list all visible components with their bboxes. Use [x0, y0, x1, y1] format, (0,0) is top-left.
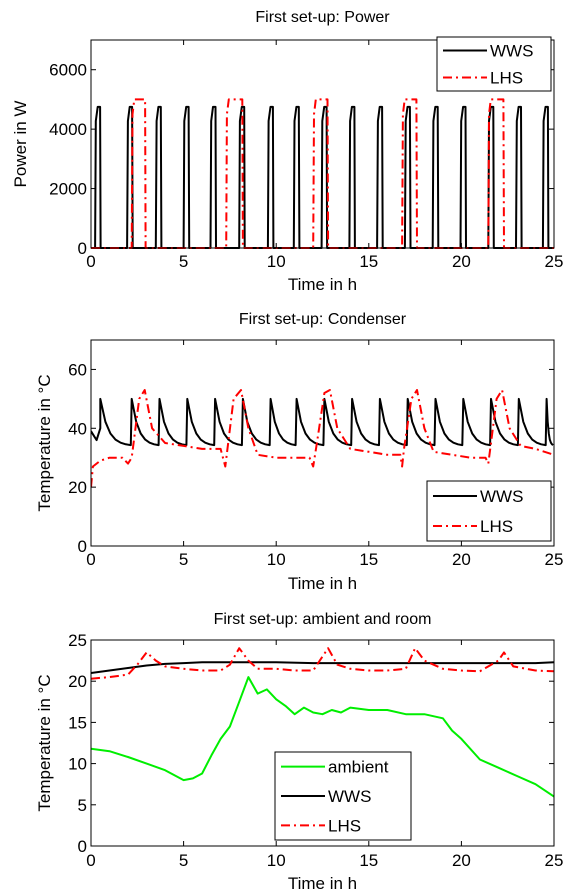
x-tick-label: 0 [86, 252, 95, 271]
x-axis-label: Time in h [288, 275, 357, 294]
y-tick-label: 10 [68, 755, 87, 774]
series-line-ambient [91, 676, 554, 798]
y-axis-label: Temperature in °C [35, 674, 54, 811]
y-tick-label: 5 [78, 796, 87, 815]
series-line-lhs [91, 647, 554, 680]
y-tick-label: 60 [68, 360, 87, 379]
x-tick-label: 15 [359, 550, 378, 569]
series-group [91, 98, 554, 249]
legend: ambient WWS LHS [274, 751, 412, 841]
x-tick-label: 20 [452, 851, 471, 870]
axes-frame [90, 339, 555, 547]
y-axis-label: Power in W [11, 101, 30, 188]
y-tick-label: 0 [78, 537, 87, 556]
axes-frame [90, 639, 555, 847]
series-group [91, 389, 554, 488]
x-tick-label: 15 [359, 252, 378, 271]
chart-3: 0 5 10 15 20 25 0 5 10 15 20 25 First set-up: ambien… [35, 611, 563, 893]
legend-label-ambient: ambient [328, 758, 389, 777]
x-tick-label: 5 [179, 550, 188, 569]
y-tick-label: 4000 [49, 120, 87, 139]
chart-title: First set-up: ambient and room [214, 611, 432, 628]
legend-label-lhs: LHS [490, 69, 523, 88]
legend-label-lhs: LHS [480, 517, 513, 536]
y-tick-label: 6000 [49, 61, 87, 80]
legend-box [436, 36, 552, 92]
x-tick-label: 20 [452, 252, 471, 271]
x-tick-label: 0 [86, 550, 95, 569]
legend-label-wws: WWS [328, 787, 371, 806]
x-tick-label: 10 [267, 851, 286, 870]
series-line-wws [91, 661, 554, 674]
series-group [91, 647, 554, 798]
series-line-lhs [91, 389, 554, 488]
y-tick-label: 0 [78, 837, 87, 856]
x-tick-label: 0 [86, 851, 95, 870]
x-axis-label: Time in h [288, 874, 357, 893]
x-tick-label: 25 [545, 550, 564, 569]
legend: WWS LHS [426, 480, 552, 542]
x-tick-label: 15 [359, 851, 378, 870]
chart-1: 0 5 10 15 20 25 0 2000 4000 6000 First set-up: Pow… [11, 9, 563, 294]
x-axis-label: Time in h [288, 574, 357, 593]
y-tick-label: 0 [78, 239, 87, 258]
series-line-wws [91, 397, 554, 447]
legend-box [426, 480, 552, 542]
x-tick-label: 25 [545, 252, 564, 271]
x-tick-label: 20 [452, 550, 471, 569]
y-tick-label: 20 [68, 672, 87, 691]
x-tick-label: 25 [545, 851, 564, 870]
legend-label-lhs: LHS [328, 816, 361, 835]
y-tick-label: 20 [68, 478, 87, 497]
y-tick-label: 2000 [49, 180, 87, 199]
legend: WWS LHS [436, 36, 552, 92]
y-tick-label: 40 [68, 419, 87, 438]
legend-label-wws: WWS [490, 42, 533, 61]
x-tick-label: 10 [267, 550, 286, 569]
y-tick-label: 25 [68, 631, 87, 650]
chart-title: First set-up: Condenser [239, 311, 407, 328]
axes-frame [90, 39, 555, 249]
x-tick-label: 5 [179, 851, 188, 870]
chart-2: 0 5 10 15 20 25 0 20 40 60 First set-up: Condenser… [35, 311, 563, 593]
series-line-lhs [91, 98, 554, 249]
x-tick-label: 10 [267, 252, 286, 271]
x-tick-label: 5 [179, 252, 188, 271]
y-tick-label: 15 [68, 713, 87, 732]
legend-label-wws: WWS [480, 487, 523, 506]
chart-title: First set-up: Power [255, 9, 390, 26]
y-axis-label: Temperature in °C [35, 374, 54, 511]
